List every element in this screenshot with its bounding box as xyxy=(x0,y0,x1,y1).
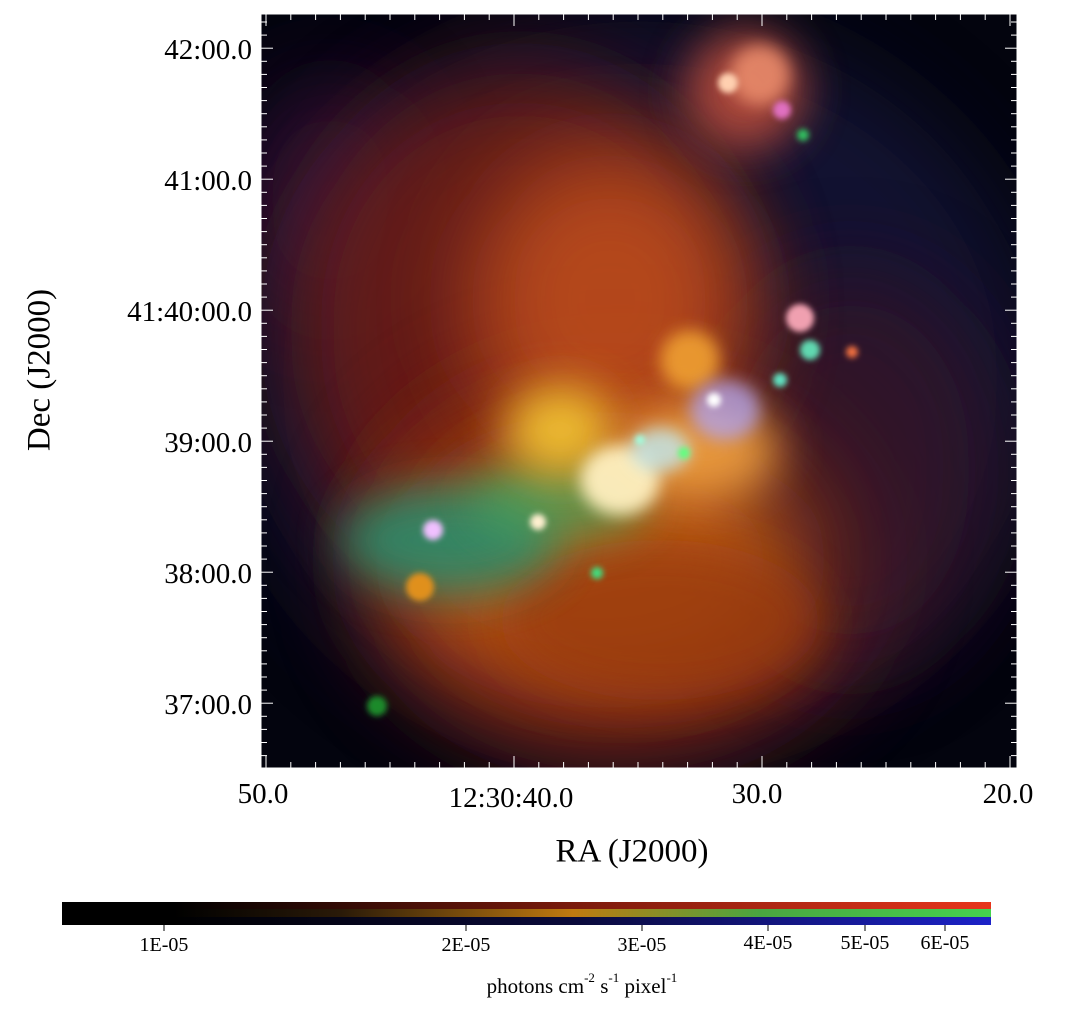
colorbar-title: photons cm-2 s-1 pixel-1 xyxy=(486,970,678,999)
colorbar-title-part: photons cm xyxy=(486,974,585,998)
y-axis-title: Dec (J2000) xyxy=(21,288,58,452)
x-axis-title: RA (J2000) xyxy=(555,833,709,870)
y-tick-label: 41:00.0 xyxy=(164,165,252,197)
colorbar-red-band xyxy=(62,902,991,909)
colorbar-title-exponent: -1 xyxy=(608,970,620,985)
colorbar-title-part: pixel xyxy=(619,974,667,998)
axis-ticks xyxy=(261,14,1017,768)
y-tick-label: 38:00.0 xyxy=(164,558,252,590)
x-tick-label: 30.0 xyxy=(731,778,783,810)
colorbar xyxy=(62,902,991,931)
colorbar-blue-band xyxy=(62,917,991,925)
image-frame xyxy=(260,13,1018,769)
colorbar-label: 6E-05 xyxy=(920,932,970,954)
y-tick-label: 41:40:00.0 xyxy=(127,296,252,328)
colorbar-label: 4E-05 xyxy=(743,932,793,954)
colorbar-label: 3E-05 xyxy=(617,934,667,956)
y-tick-label: 37:00.0 xyxy=(164,689,252,721)
y-tick-label: 39:00.0 xyxy=(164,427,252,459)
colorbar-green-band xyxy=(62,909,991,917)
colorbar-label: 2E-05 xyxy=(441,934,491,956)
colorbar-label: 1E-05 xyxy=(139,934,189,956)
colorbar-title-exponent: -2 xyxy=(584,970,595,985)
sky-image xyxy=(261,14,1017,768)
colorbar-title-exponent: -1 xyxy=(666,970,678,985)
x-tick-label: 20.0 xyxy=(982,778,1034,810)
x-tick-label: 50.0 xyxy=(237,778,289,810)
colorbar-title-part: s xyxy=(594,974,609,998)
y-tick-label: 42:00.0 xyxy=(164,34,252,66)
colorbar-label: 5E-05 xyxy=(840,932,890,954)
x-tick-label: 12:30:40.0 xyxy=(448,782,574,814)
